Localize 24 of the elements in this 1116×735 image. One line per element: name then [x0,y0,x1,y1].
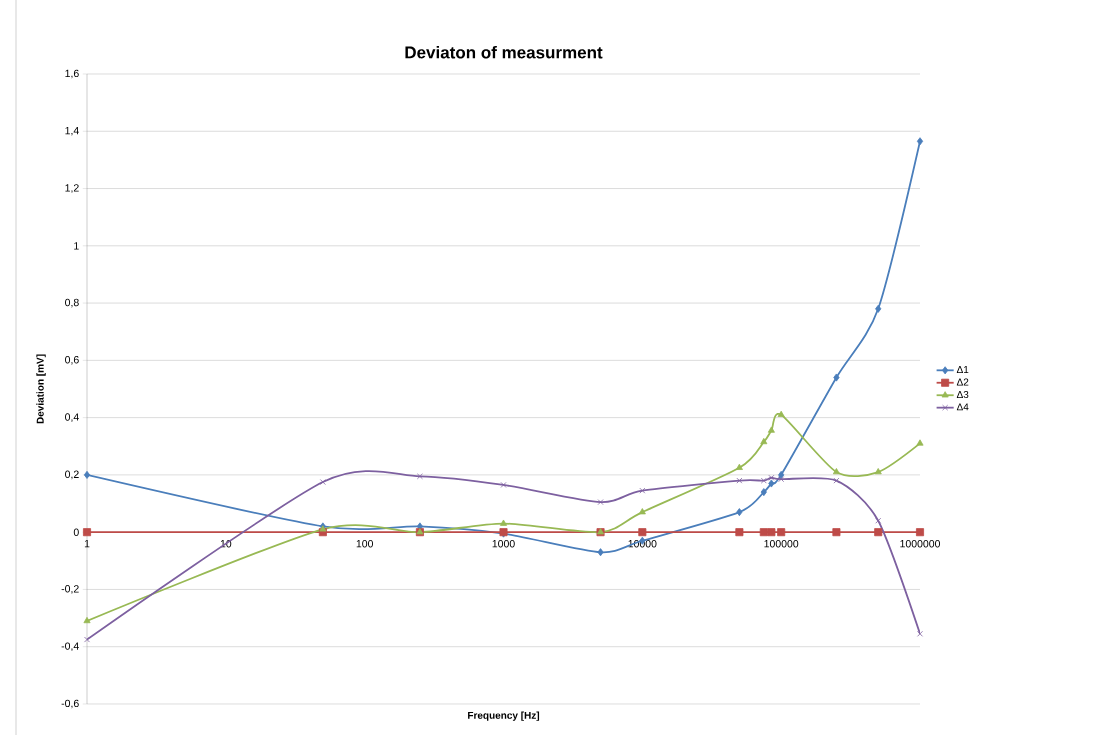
x-tick-label: 1000000 [900,539,941,548]
y-tick-label: 0,2 [65,470,79,480]
y-tick-label: -0,2 [61,585,79,594]
y-tick-label: -0,4 [61,642,79,652]
legend-label: Δ1 [956,366,969,373]
y-tick-label: 0,8 [65,298,79,308]
x-tick-label: 100 [356,539,374,548]
x-tick-label: 100000 [764,539,799,548]
y-tick-label: 0 [73,528,79,536]
legend-label: Δ2 [956,378,969,386]
y-tick-label: 1,2 [65,184,79,193]
y-tick-label: -0,6 [61,699,79,709]
y-tick-label: 0,6 [65,356,79,365]
legend-label: Δ4 [956,403,969,411]
chart-title: Deviaton of measurment [405,45,603,59]
y-tick-label: 0,4 [65,413,79,422]
y-tick-label: 1,4 [65,126,79,136]
y-axis-title: Deviation [mV] [36,354,46,424]
x-axis-title: Frequency [Hz] [468,711,540,721]
legend-label: Δ3 [956,390,969,399]
y-tick-label: 1 [74,242,79,250]
y-tick-label: 1,6 [65,69,79,79]
x-tick-label: 1 [84,539,90,548]
x-tick-label: 1000 [492,539,515,548]
